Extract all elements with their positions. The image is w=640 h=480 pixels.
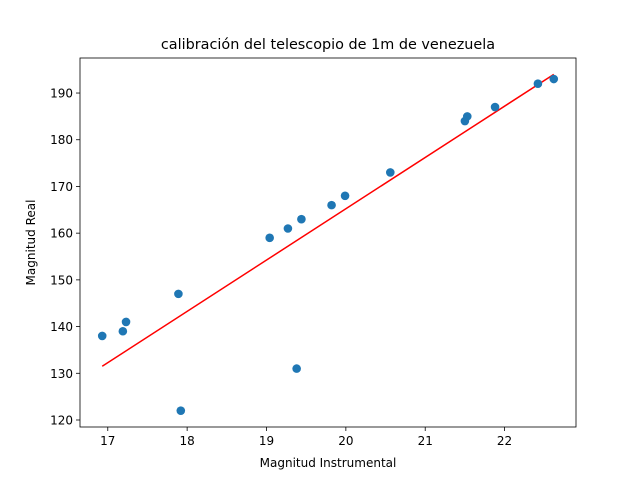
x-tick-label: 22 — [497, 434, 512, 448]
fit-line — [101, 73, 555, 367]
axes-frame — [79, 57, 577, 428]
data-point — [118, 326, 128, 336]
data-point — [283, 224, 293, 233]
y-axis-label: Magnitud Real — [24, 200, 38, 286]
y-tick-label: 120 — [50, 413, 73, 427]
plot-area — [97, 73, 559, 415]
data-point — [340, 191, 350, 201]
x-tick-label: 18 — [179, 434, 194, 448]
x-tick-label: 21 — [418, 434, 433, 448]
data-point — [386, 168, 395, 177]
y-tick-label: 150 — [50, 273, 73, 287]
x-tick-label: 19 — [259, 434, 274, 448]
x-tick-label: 20 — [338, 434, 353, 448]
axis-ticks: 17 18 19 20 21 22 120 130 140 150 160 170 180 190 — [50, 87, 512, 448]
y-tick-label: 170 — [50, 180, 73, 194]
x-axis-label: Magnitud Instrumental — [260, 456, 397, 470]
data-point — [490, 102, 500, 112]
data-point — [97, 331, 107, 341]
chart-title: calibración del telescopio de 1m de vene… — [161, 37, 495, 53]
data-point — [174, 289, 183, 299]
y-tick-label: 180 — [50, 133, 73, 147]
x-tick-label: 17 — [100, 434, 115, 448]
y-tick-label: 160 — [50, 227, 73, 241]
data-point — [549, 74, 559, 84]
y-tick-label: 140 — [50, 320, 73, 334]
data-point — [327, 200, 336, 210]
y-tick-label: 190 — [50, 87, 73, 101]
data-point — [121, 317, 131, 327]
data-point — [533, 79, 543, 88]
data-point — [176, 406, 186, 415]
y-tick-label: 130 — [50, 367, 73, 381]
data-point — [265, 233, 274, 243]
data-point — [462, 112, 472, 121]
data-point — [297, 214, 306, 224]
data-point — [292, 364, 301, 373]
